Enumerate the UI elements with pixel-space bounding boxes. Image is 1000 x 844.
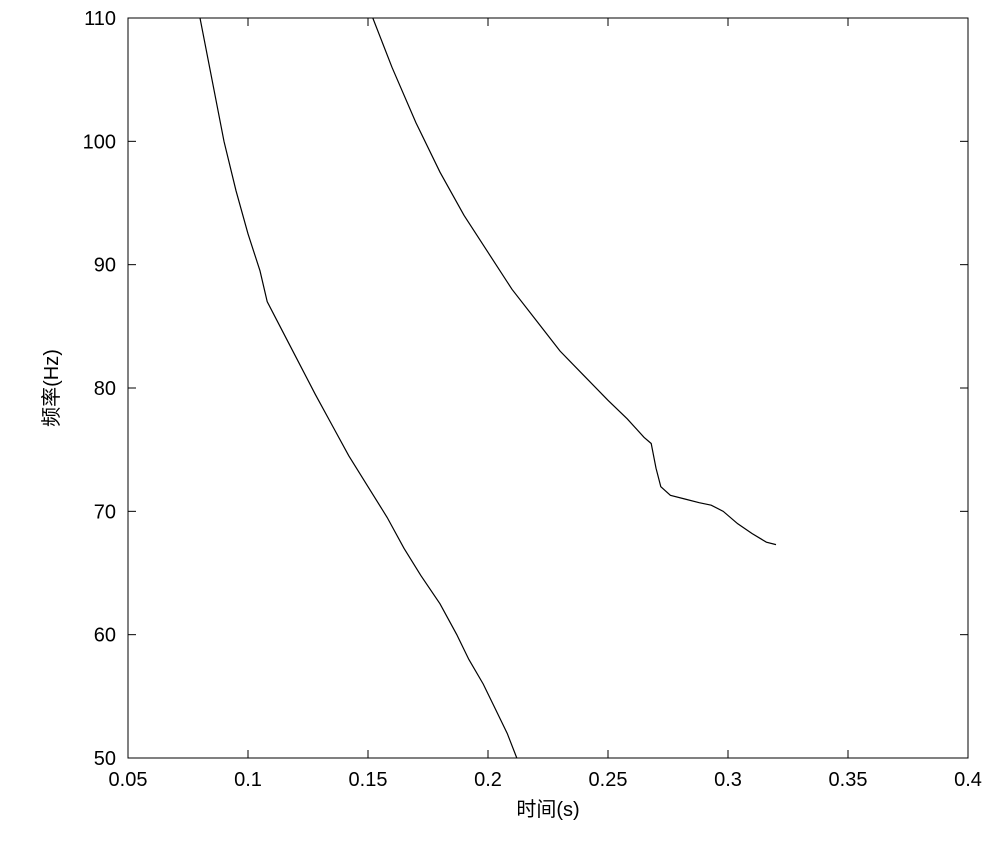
y-tick-label: 50 [94, 748, 116, 770]
x-tick-label: 0.2 [474, 769, 502, 791]
x-tick-label: 0.4 [954, 769, 982, 791]
x-tick-label: 0.15 [349, 769, 388, 791]
plot-box [128, 18, 968, 758]
y-tick-label: 100 [83, 131, 116, 153]
y-tick-label: 80 [94, 378, 116, 400]
y-axis-label: 频率(Hz) [40, 349, 63, 427]
line-chart: 0.05 0.1 0.15 0.2 0.25 0.3 0.35 0.4 50 60 70 80 90 10… [0, 0, 1000, 844]
series-curve-2 [373, 18, 776, 545]
x-tick-label: 0.25 [589, 769, 628, 791]
x-tick-label: 0.35 [829, 769, 868, 791]
x-tick-label: 0.3 [714, 769, 742, 791]
chart-container: 0.05 0.1 0.15 0.2 0.25 0.3 0.35 0.4 50 60 70 80 90 10… [0, 0, 1000, 844]
x-tick-label: 0.1 [234, 769, 262, 791]
y-tick-label: 70 [94, 501, 116, 523]
x-axis-label: 时间(s) [516, 798, 579, 821]
y-tick-label: 110 [84, 8, 116, 30]
series-curve-1 [200, 18, 517, 758]
y-tick-label: 60 [94, 625, 116, 647]
y-tick-label: 90 [94, 255, 116, 277]
x-tick-label: 0.05 [109, 769, 148, 791]
